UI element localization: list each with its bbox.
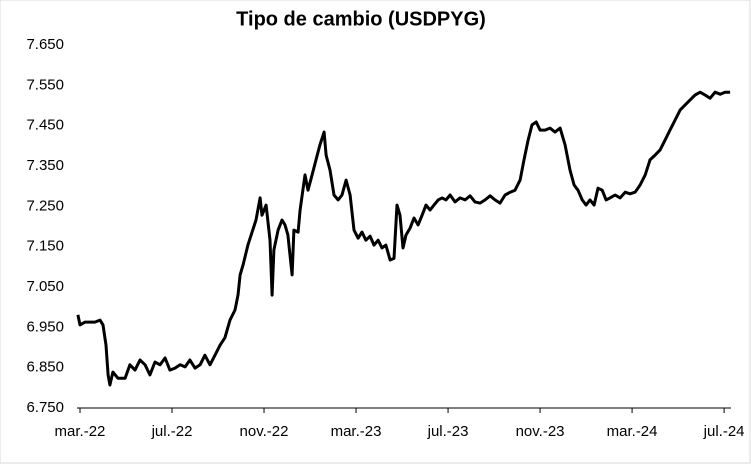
y-tick-label: 7.450	[26, 117, 64, 134]
line	[76, 90, 731, 387]
y-tick-label: 6.950	[26, 318, 64, 335]
x-tick-label: jul.-23	[427, 423, 469, 440]
x-tick-label: jul.-24	[703, 423, 745, 440]
y-tick-label: 6.750	[26, 399, 64, 416]
x-tick-label: mar.-23	[331, 423, 382, 440]
x-tick-label: jul.-22	[151, 423, 193, 440]
y-tick-label: 7.650	[26, 36, 64, 53]
y-tick-label: 7.550	[26, 76, 64, 93]
x-tick-label: nov.-23	[516, 423, 565, 440]
y-tick-label: 6.850	[26, 359, 64, 376]
x-tick-label: mar.-22	[55, 423, 106, 440]
y-tick-label: 7.050	[26, 278, 64, 295]
y-tick-label: 7.150	[26, 238, 64, 255]
chart-title: Tipo de cambio (USDPYG)	[236, 8, 486, 30]
x-tick-label: mar.-24	[607, 423, 658, 440]
y-tick-label: 7.250	[26, 197, 64, 214]
x-tick-label: nov.-22	[240, 423, 289, 440]
y-tick-label: 7.350	[26, 157, 64, 174]
